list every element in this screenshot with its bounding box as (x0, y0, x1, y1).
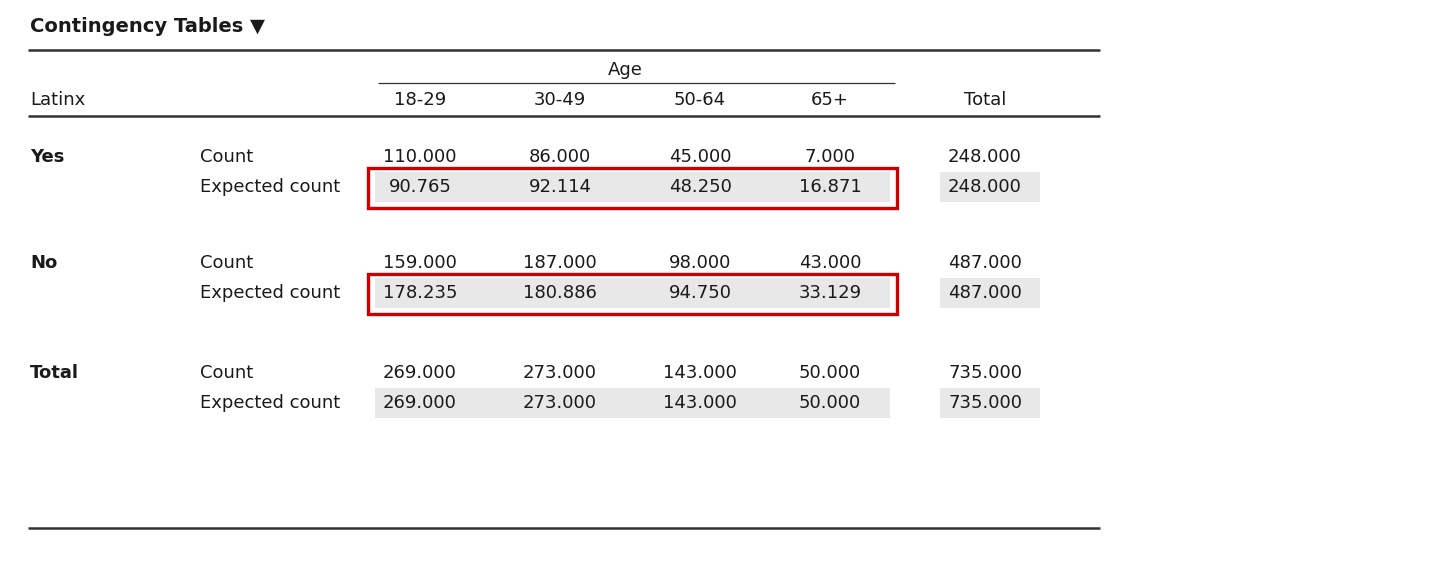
Text: Expected count: Expected count (200, 394, 341, 412)
Text: 269.000: 269.000 (384, 394, 456, 412)
Text: 86.000: 86.000 (529, 148, 591, 166)
Bar (368, 169, 897, 208)
Bar (375, 278, 890, 308)
Text: Yes: Yes (30, 148, 64, 166)
Text: 65+: 65+ (811, 91, 849, 109)
Bar (375, 388, 890, 418)
Text: 18-29: 18-29 (394, 91, 446, 109)
Text: 48.250: 48.250 (668, 178, 731, 196)
Bar (940, 172, 1040, 202)
Text: 273.000: 273.000 (522, 394, 597, 412)
Text: Contingency Tables ▼: Contingency Tables ▼ (30, 16, 265, 35)
Text: 7.000: 7.000 (804, 148, 856, 166)
Text: 273.000: 273.000 (522, 364, 597, 382)
Text: 143.000: 143.000 (663, 394, 737, 412)
Text: 90.765: 90.765 (389, 178, 451, 196)
Text: 487.000: 487.000 (949, 254, 1022, 272)
Bar (375, 172, 890, 202)
Text: Expected count: Expected count (200, 178, 341, 196)
Text: 735.000: 735.000 (947, 394, 1022, 412)
Text: 487.000: 487.000 (949, 284, 1022, 302)
Text: 143.000: 143.000 (663, 364, 737, 382)
Bar (940, 278, 1040, 308)
Bar (940, 388, 1040, 418)
Text: 110.000: 110.000 (384, 148, 456, 166)
Text: 30-49: 30-49 (534, 91, 587, 109)
Text: 248.000: 248.000 (949, 178, 1022, 196)
Text: 735.000: 735.000 (947, 364, 1022, 382)
Text: Count: Count (200, 364, 253, 382)
Text: 269.000: 269.000 (384, 364, 456, 382)
Text: Count: Count (200, 254, 253, 272)
Text: 50-64: 50-64 (674, 91, 726, 109)
Text: Age: Age (608, 61, 643, 79)
Text: 180.886: 180.886 (524, 284, 597, 302)
Bar (368, 274, 897, 314)
Text: 98.000: 98.000 (668, 254, 731, 272)
Text: 16.871: 16.871 (798, 178, 861, 196)
Text: 187.000: 187.000 (524, 254, 597, 272)
Text: Expected count: Expected count (200, 284, 341, 302)
Text: 248.000: 248.000 (949, 148, 1022, 166)
Text: 50.000: 50.000 (798, 364, 861, 382)
Text: Total: Total (30, 364, 79, 382)
Text: 33.129: 33.129 (798, 284, 861, 302)
Text: Count: Count (200, 148, 253, 166)
Text: 92.114: 92.114 (528, 178, 591, 196)
Text: 43.000: 43.000 (798, 254, 861, 272)
Text: 45.000: 45.000 (668, 148, 731, 166)
Text: 50.000: 50.000 (798, 394, 861, 412)
Text: 94.750: 94.750 (668, 284, 731, 302)
Text: No: No (30, 254, 57, 272)
Text: Total: Total (964, 91, 1006, 109)
Text: 159.000: 159.000 (384, 254, 456, 272)
Text: 178.235: 178.235 (382, 284, 458, 302)
Text: Latinx: Latinx (30, 91, 86, 109)
